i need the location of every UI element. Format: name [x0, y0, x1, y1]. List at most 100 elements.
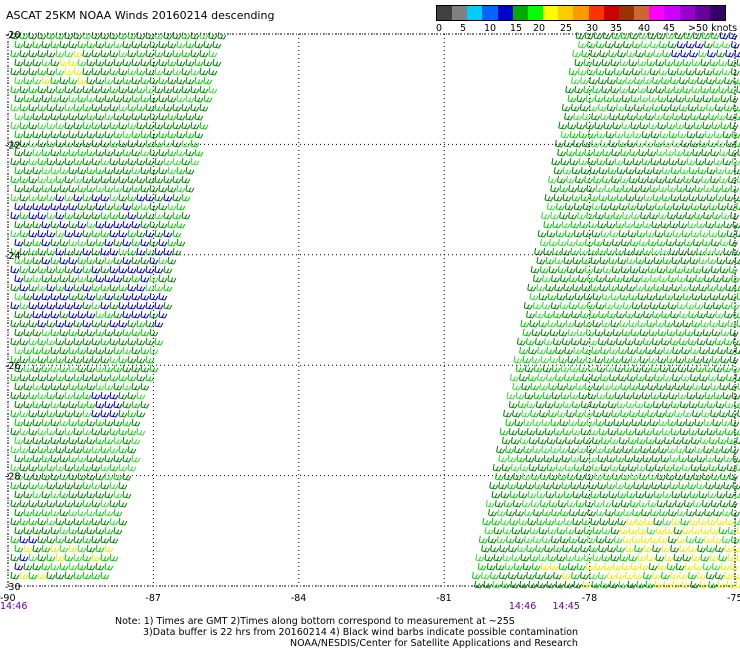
wind-barb [653, 139, 663, 148]
wind-barb [100, 571, 110, 580]
wind-barb [643, 310, 652, 319]
wind-barb [555, 229, 565, 238]
wind-barb [91, 247, 101, 256]
wind-barb [680, 139, 690, 148]
wind-barb [695, 391, 705, 400]
wind-barb [32, 328, 42, 337]
wind-barb [559, 418, 569, 427]
wind-barb [23, 238, 33, 247]
wind-barb [118, 67, 128, 76]
wind-barb [672, 346, 682, 355]
wind-barb [726, 463, 736, 472]
wind-barb [68, 256, 78, 265]
wind-barb [32, 112, 42, 121]
wind-barb [185, 148, 195, 157]
wind-barb [496, 445, 506, 454]
wind-barb [41, 328, 51, 337]
wind-barb [651, 337, 661, 346]
wind-barb [91, 571, 101, 580]
wind-barb [650, 508, 659, 517]
wind-barb [681, 202, 691, 211]
wind-barb [621, 328, 631, 337]
wind-barb [10, 49, 20, 58]
wind-barb [50, 454, 60, 463]
wind-barb [23, 256, 33, 265]
wind-barb [131, 202, 141, 211]
wind-barb [95, 454, 105, 463]
wind-barb [104, 292, 114, 301]
map-title: ASCAT 25KM NOAA Winds 20160214 descendin… [6, 9, 275, 22]
wind-barb [86, 364, 96, 373]
wind-barb [118, 211, 128, 220]
wind-barb [32, 238, 42, 247]
wind-barb [598, 427, 608, 436]
wind-barb [699, 346, 709, 355]
wind-barb [636, 202, 646, 211]
wind-barb [692, 31, 702, 40]
wind-barb [639, 328, 649, 337]
wind-barb [172, 157, 182, 166]
wind-barb [68, 238, 78, 247]
wind-barb [140, 328, 150, 337]
wind-barb [641, 391, 651, 400]
wind-barb [50, 544, 60, 553]
wind-barb [649, 211, 659, 220]
wind-barb [645, 346, 655, 355]
wind-barb [665, 382, 675, 391]
wind-barb [550, 301, 560, 310]
wind-barb [573, 580, 583, 589]
wind-barb [68, 526, 78, 535]
wind-barb [613, 301, 623, 310]
wind-barb [41, 418, 51, 427]
wind-barb [77, 256, 87, 265]
wind-barb [538, 526, 548, 535]
wind-barb [597, 337, 607, 346]
wind-barb [736, 526, 740, 534]
wind-barb [122, 94, 132, 103]
wind-barb [566, 382, 576, 391]
wind-barb [28, 103, 38, 112]
wind-barb [681, 436, 691, 445]
wind-barb [630, 562, 640, 571]
wind-barb [154, 265, 164, 274]
wind-barb [566, 238, 576, 247]
wind-barb [113, 382, 123, 391]
wind-barb [517, 400, 527, 409]
wind-barb [595, 274, 605, 283]
wind-barb [498, 571, 508, 580]
wind-barb [77, 166, 87, 175]
swath-time-label: 14:46 [0, 601, 27, 612]
wind-barb [577, 40, 587, 49]
wind-barb [713, 391, 723, 400]
wind-barb [64, 445, 74, 454]
wind-barb [717, 463, 727, 472]
wind-barb [662, 490, 672, 499]
wind-barb [646, 292, 656, 301]
wind-barb [77, 184, 87, 193]
wind-barb [604, 184, 614, 193]
wind-barb [55, 517, 65, 526]
wind-barb [95, 310, 105, 319]
wind-barb [19, 409, 29, 418]
wind-barb [118, 445, 128, 454]
wind-barb [19, 31, 29, 40]
wind-barb [100, 121, 110, 130]
wind-barb [95, 382, 105, 391]
wind-barb [678, 481, 688, 490]
wind-barb [638, 472, 648, 481]
wind-barb [610, 85, 620, 94]
wind-barb [667, 535, 677, 544]
wind-barb [478, 535, 488, 544]
wind-barb [604, 535, 614, 544]
wind-barb [624, 571, 634, 580]
wind-barb [77, 94, 87, 103]
wind-barb [652, 166, 662, 175]
wind-barb [28, 31, 38, 40]
wind-barb [91, 517, 101, 526]
wind-barb [86, 328, 96, 337]
wind-barb [591, 580, 601, 589]
wind-barb [50, 562, 60, 571]
wind-barb [550, 418, 560, 427]
wind-barb [658, 67, 668, 76]
wind-barb [735, 580, 740, 589]
